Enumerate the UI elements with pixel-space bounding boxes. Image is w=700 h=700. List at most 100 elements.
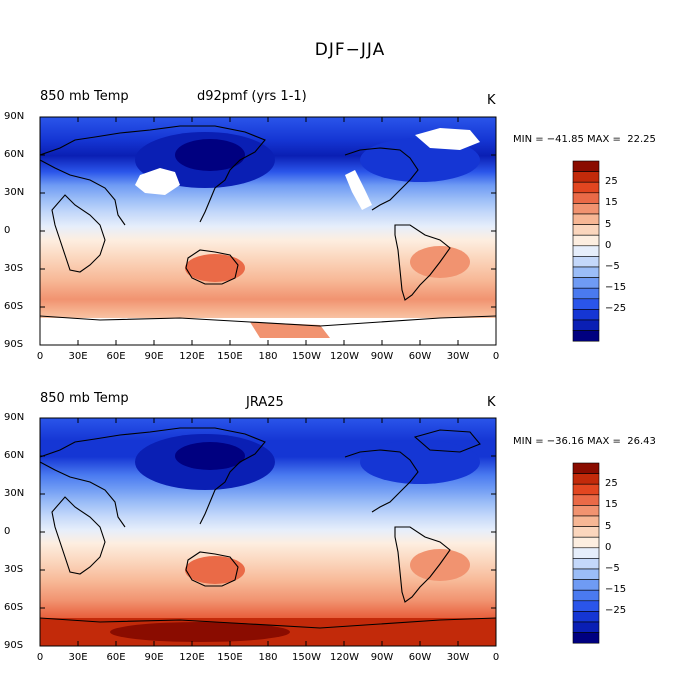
panel2-lon-label: 30W — [446, 652, 470, 663]
panel2-lat-label: 60S — [4, 602, 24, 613]
colorbar-swatch — [572, 287, 600, 300]
colorbar-swatch — [572, 558, 600, 570]
panel1-lon-label: 60E — [106, 351, 126, 362]
colorbar-swatch — [572, 611, 600, 623]
colorbar-swatch — [572, 203, 600, 215]
colorbar-swatch — [572, 192, 600, 204]
colorbar-swatch — [572, 600, 600, 612]
panel2-lon-label: 90W — [370, 652, 394, 663]
panel1-colorbar — [572, 160, 600, 342]
panel2-coastlines — [40, 427, 496, 629]
colorbar-swatch — [572, 462, 600, 474]
panel1-lon-label: 90W — [370, 351, 394, 362]
panel1-lat-label: 60S — [4, 301, 24, 312]
panel2-cold-core-inner — [175, 442, 245, 470]
panel1-lat-label: 90S — [4, 339, 24, 350]
colorbar-label: −5 — [605, 563, 620, 574]
panel1-lon-label: 150W — [292, 351, 321, 362]
colorbar-swatch — [572, 515, 600, 527]
colorbar-swatch — [572, 277, 600, 289]
colorbar-label: −25 — [605, 605, 627, 617]
panel1-lon-label: 0 — [492, 351, 500, 362]
colorbar-swatch — [572, 568, 600, 580]
panel1-lon-label: 120W — [330, 351, 359, 362]
panel2-australia-warm — [185, 556, 245, 584]
colorbar-swatch — [572, 213, 600, 225]
colorbar-label: 15 — [605, 499, 618, 511]
panel1-lat-label: 60N — [4, 149, 25, 160]
panel2-samerica-warm — [410, 549, 470, 581]
panel1-lon-label: 150E — [217, 351, 243, 362]
colorbar-swatch — [572, 171, 600, 183]
panel2-lat-label: 90N — [4, 412, 25, 423]
panel1-lon-label: 30E — [68, 351, 88, 362]
panel2-lat-label: 30S — [4, 564, 24, 575]
colorbar-label: −25 — [605, 303, 627, 315]
panel2-lat-label: 30N — [4, 488, 25, 499]
panel1-units-label: K — [487, 93, 496, 108]
colorbar-swatch — [572, 160, 600, 172]
colorbar-swatch — [572, 330, 600, 342]
panel2-lon-label: 0 — [36, 652, 44, 663]
colorbar-swatch — [572, 632, 600, 644]
panel2-lat-label: 60N — [4, 450, 25, 461]
panel1-australia-warm — [185, 254, 245, 282]
panel1-lat-label: 30S — [4, 263, 24, 274]
panel1-min-max: MIN = −41.85 MAX = 22.25 — [513, 134, 656, 145]
colorbar-swatch — [572, 526, 600, 538]
colorbar-swatch — [572, 505, 600, 517]
colorbar-label: 25 — [605, 176, 618, 188]
panel1-antarctic-warm — [250, 322, 330, 338]
colorbar-label: 25 — [605, 478, 618, 490]
panel1-variable-label: 850 mb Temp — [40, 89, 129, 104]
colorbar-label: −5 — [605, 261, 620, 272]
colorbar-swatch — [572, 298, 600, 310]
panel2-dataset-label: JRA25 — [246, 395, 284, 410]
axis-ticks — [39, 116, 497, 647]
panel2-lon-label: 180 — [258, 652, 278, 663]
colorbar-label: 0 — [605, 541, 612, 553]
panel1-lat-label: 30N — [4, 187, 25, 198]
panel1-lon-label: 0 — [36, 351, 44, 362]
panel2-lon-label: 120W — [330, 652, 359, 663]
panel2-lon-label: 120E — [179, 652, 205, 663]
colorbar-swatch — [572, 579, 600, 591]
panel1-missing-rockies — [345, 170, 372, 210]
panel2-lon-label: 0 — [492, 652, 500, 663]
panel2-na-cold — [360, 440, 480, 484]
colorbar-swatch — [572, 473, 600, 485]
colorbar-label: 0 — [605, 239, 612, 251]
panel2-lon-label: 150W — [292, 652, 321, 663]
panel2-colorbar — [572, 462, 600, 644]
colorbar-label: −15 — [605, 584, 627, 596]
colorbar-swatch — [572, 536, 600, 549]
panel1-lon-label: 90E — [144, 351, 164, 362]
colorbar-swatch — [572, 256, 600, 268]
panel2-lat-label: 0 — [4, 526, 11, 537]
panel1-lat-label: 90N — [4, 111, 25, 122]
panel2-variable-label: 850 mb Temp — [40, 391, 129, 406]
colorbar-swatch — [572, 181, 600, 194]
colorbar-swatch — [572, 589, 600, 602]
panel2-map — [40, 418, 496, 646]
panel1-coastlines — [40, 125, 496, 327]
colorbar-swatch — [572, 245, 600, 257]
panel2-units-label: K — [487, 395, 496, 410]
panel2-min-max: MIN = −36.16 MAX = 26.43 — [513, 436, 656, 447]
panel1-cold-core-inner — [175, 139, 245, 171]
panel1-lon-label: 180 — [258, 351, 278, 362]
panel1-lat-label: 0 — [4, 225, 11, 236]
panel1-map — [40, 117, 496, 345]
colorbar-swatch — [572, 547, 600, 559]
colorbar-swatch — [572, 224, 600, 236]
panel2-lat-label: 90S — [4, 640, 24, 651]
panel1-dataset-label: d92pmf (yrs 1-1) — [197, 89, 307, 104]
colorbar-swatch — [572, 309, 600, 321]
colorbar-label: 5 — [605, 520, 612, 532]
colorbar-swatch — [572, 494, 600, 506]
panel2-antarctica-warmest — [110, 622, 290, 642]
panel2-lon-label: 30E — [68, 652, 88, 663]
panel2-lon-label: 150E — [217, 652, 243, 663]
panel2-lon-label: 90E — [144, 652, 164, 663]
